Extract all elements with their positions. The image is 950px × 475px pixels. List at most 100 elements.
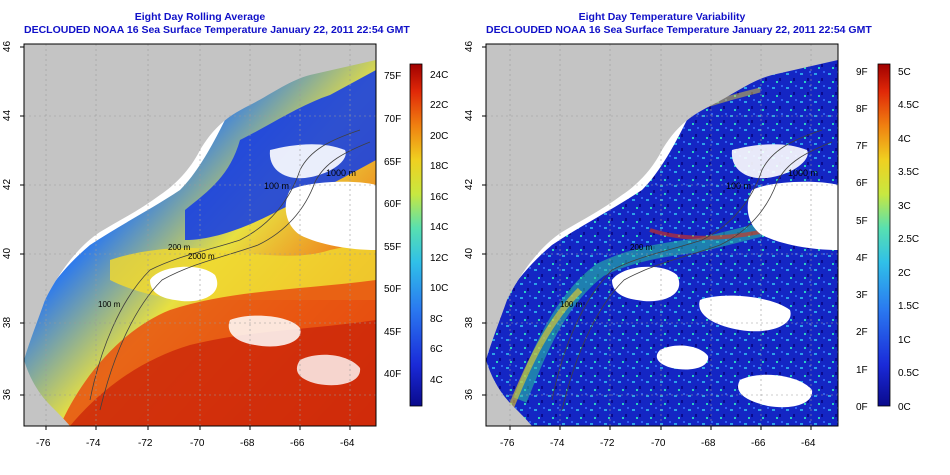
- right-y-tick-label: 42: [464, 178, 476, 191]
- left-x-tick-label: -74: [86, 438, 101, 449]
- right-x-tick-label: -68: [701, 438, 716, 449]
- left-colorbar-f-label: 75F: [384, 71, 402, 82]
- left-contour-100m: [89, 129, 361, 401]
- left-y-tick-label: 42: [2, 178, 14, 191]
- right-cloud-patch: [699, 295, 791, 332]
- right-colorbar-f-label: 8F: [856, 104, 868, 115]
- left-colorbar-f-label: 50F: [384, 284, 402, 295]
- left-colorbar-f-label: 65F: [384, 157, 402, 168]
- right-colorbar-c-label: 3.5C: [898, 167, 920, 178]
- right-contour-label: 100 m: [560, 300, 583, 309]
- right-contour-1000m: [561, 141, 833, 411]
- left-contour-label: 2000 m: [188, 252, 215, 261]
- left-colorbar-f-label: 55F: [384, 242, 402, 253]
- left-colorbar-c-label: 14C: [430, 222, 449, 233]
- left-colorbar-f-label: 40F: [384, 369, 402, 380]
- right-colorbar-f-label: 5F: [856, 216, 868, 227]
- left-colorbar-f-label: 60F: [384, 199, 402, 210]
- right-colorbar-c-label: 4C: [898, 134, 911, 145]
- left-colorbar-f-label: 45F: [384, 327, 402, 338]
- left-cloud-patch: [285, 181, 376, 250]
- right-colorbar-c-label: 0C: [898, 402, 911, 413]
- right-colorbar-f-label: 3F: [856, 290, 868, 301]
- right-title-line1: Eight Day Temperature Variability: [578, 11, 746, 23]
- right-colorbar-c-label: 0.5C: [898, 368, 920, 379]
- right-colorbar-f-label: 0F: [856, 402, 868, 413]
- left-colorbar: [409, 63, 423, 407]
- right-colorbar-c-label: 3C: [898, 201, 911, 212]
- left-land-nova-scotia: [340, 44, 376, 65]
- left-contour-label: 100 m: [98, 300, 121, 309]
- right-colorbar-f-label: 1F: [856, 365, 868, 376]
- right-x-tick-label: -66: [751, 438, 766, 449]
- left-y-tick-label: 38: [2, 316, 14, 329]
- left-colorbar-f-label: 70F: [384, 114, 402, 125]
- left-x-tick-label: -66: [290, 438, 305, 449]
- right-x-tick-label: -74: [550, 438, 565, 449]
- left-contour-label: 200 m: [168, 243, 191, 252]
- left-contour-label: 1000 m: [326, 168, 357, 178]
- right-colorbar-f-label: 2F: [856, 327, 868, 338]
- right-x-tick-label: -64: [801, 438, 816, 449]
- left-colorbar-c-label: 10C: [430, 283, 449, 294]
- right-colorbar-c-label: 5C: [898, 67, 911, 78]
- right-colorbar-f-label: 6F: [856, 178, 868, 189]
- right-x-tick-label: -76: [500, 438, 515, 449]
- right-y-tick-label: 46: [464, 40, 476, 53]
- right-cloud-patch: [656, 345, 709, 370]
- left-cloud-patch: [228, 315, 301, 347]
- right-colorbar-f-label: 7F: [856, 141, 868, 152]
- right-y-tick-label: 36: [464, 388, 476, 401]
- left-gulf-stream-core: [70, 320, 376, 426]
- right-y-tick-label: 38: [464, 316, 476, 329]
- left-map: [24, 44, 376, 426]
- left-title-line2: DECLOUDED NOAA 16 Sea Surface Temperatur…: [24, 24, 410, 36]
- right-y-tick-marks: [482, 46, 486, 396]
- right-colorbar: [877, 63, 891, 407]
- right-contour-label: 200 m: [630, 243, 653, 252]
- right-colorbar-c-label: 4.5C: [898, 100, 920, 111]
- left-land-south: [24, 360, 70, 426]
- left-contour-label: 100 m: [264, 181, 290, 191]
- right-colorbar-f-label: 4F: [856, 253, 868, 264]
- left-y-tick-label: 46: [2, 40, 14, 53]
- right-high-variability-band: [507, 287, 583, 412]
- right-land-south: [486, 360, 532, 426]
- right-land: [486, 44, 838, 360]
- right-high-variability-band: [649, 228, 761, 240]
- left-land: [24, 44, 376, 360]
- left-no-data-patch: [269, 144, 346, 179]
- left-colorbar-c-label: 16C: [430, 192, 449, 203]
- right-grid: [486, 44, 838, 426]
- left-x-tick-marks: [45, 426, 351, 430]
- left-x-tick-label: -68: [240, 438, 255, 449]
- right-cloud-patch: [612, 266, 680, 302]
- left-colorbar-c-label: 8C: [430, 314, 443, 325]
- left-colorbar-c-label: 20C: [430, 131, 449, 142]
- left-x-tick-label: -76: [36, 438, 51, 449]
- right-cloud-patch: [738, 374, 813, 408]
- left-colorbar-c-label: 4C: [430, 375, 443, 386]
- right-contour-100m: [551, 129, 823, 401]
- left-colorbar-c-label: 18C: [430, 161, 449, 172]
- left-x-tick-label: -70: [190, 438, 205, 449]
- left-x-tick-label: -64: [340, 438, 355, 449]
- right-colorbar-c-label: 2C: [898, 268, 911, 279]
- right-map: [486, 44, 838, 426]
- left-y-tick-marks: [20, 46, 24, 396]
- left-colorbar-c-label: 12C: [430, 253, 449, 264]
- right-x-tick-marks: [509, 426, 812, 430]
- left-cloud-patch: [296, 354, 361, 386]
- left-y-tick-label: 44: [2, 109, 14, 122]
- left-y-tick-label: 40: [2, 247, 14, 260]
- left-contour-1000m: [99, 141, 371, 411]
- right-title-line2: DECLOUDED NOAA 16 Sea Surface Temperatur…: [486, 24, 872, 36]
- right-colorbar-f-label: 9F: [856, 67, 868, 78]
- left-colorbar-c-label: 24C: [430, 70, 449, 81]
- right-y-tick-label: 44: [464, 109, 476, 122]
- right-colorbar-c-label: 1.5C: [898, 301, 920, 312]
- right-contour-label: 100 m: [726, 181, 752, 191]
- left-colorbar-c-label: 22C: [430, 100, 449, 111]
- left-x-tick-label: -72: [138, 438, 153, 449]
